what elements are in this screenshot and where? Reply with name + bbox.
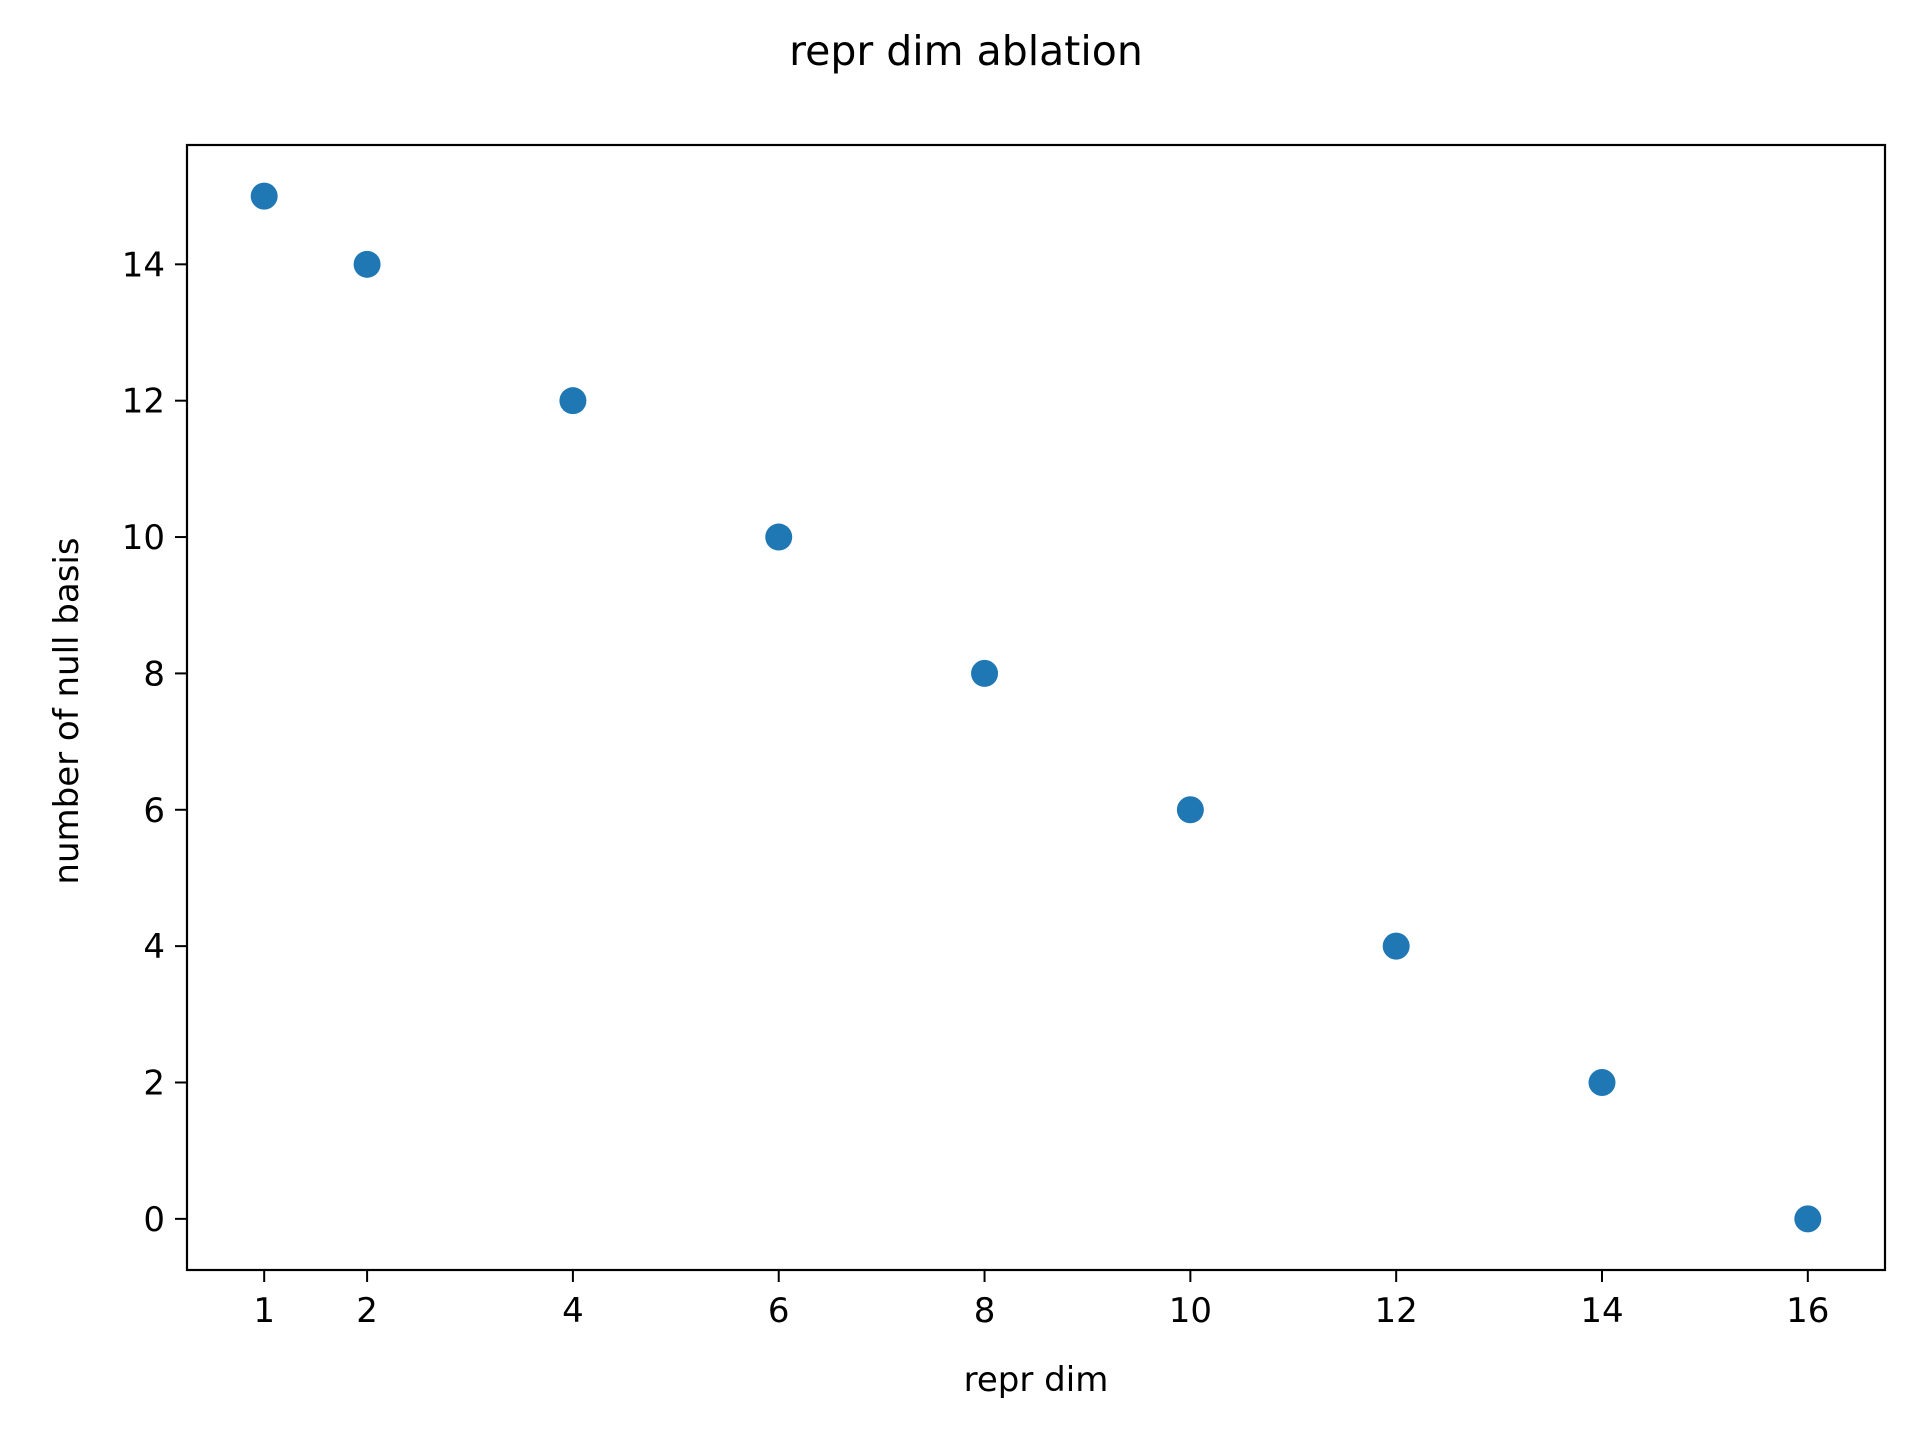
x-tick-label: 1 — [253, 1291, 275, 1331]
data-point — [971, 659, 999, 687]
chart-title: repr dim ablation — [789, 27, 1143, 75]
data-point — [765, 523, 793, 551]
y-tick-label: 10 — [122, 518, 165, 558]
y-tick-label: 2 — [143, 1064, 165, 1104]
x-tick-label: 2 — [356, 1291, 378, 1331]
data-point — [1382, 932, 1410, 960]
data-points — [250, 182, 1822, 1233]
data-point — [1794, 1205, 1822, 1233]
x-tick-label: 6 — [768, 1291, 790, 1331]
x-tick-label: 4 — [562, 1291, 584, 1331]
y-tick-label: 0 — [143, 1200, 165, 1240]
data-point — [1176, 796, 1204, 824]
data-point — [1588, 1069, 1616, 1096]
x-axis-label: repr dim — [964, 1360, 1109, 1400]
x-tick-label: 10 — [1169, 1291, 1212, 1331]
x-tick-label: 14 — [1580, 1291, 1623, 1331]
data-point — [250, 182, 278, 210]
y-tick-label: 12 — [122, 382, 165, 422]
x-tick-label: 12 — [1375, 1291, 1418, 1331]
data-point — [353, 250, 381, 278]
plot-area-frame — [185, 143, 1887, 1272]
y-axis-label: number of null basis — [47, 537, 87, 884]
data-point — [559, 387, 587, 415]
y-tick-label: 4 — [143, 927, 165, 967]
x-tick-label: 8 — [974, 1291, 996, 1331]
x-tick-label: 16 — [1786, 1291, 1829, 1331]
y-tick-label: 6 — [143, 791, 165, 831]
y-tick-label: 8 — [143, 654, 165, 694]
y-tick-label: 14 — [122, 245, 165, 285]
